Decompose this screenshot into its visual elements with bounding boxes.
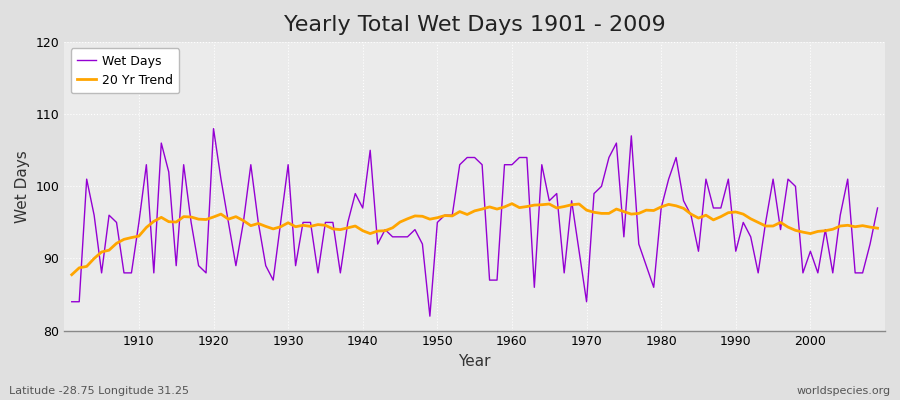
20 Yr Trend (126, 235, 137, 240)
Wet Days (521, 155, 532, 160)
Text: worldspecies.org: worldspecies.org (796, 386, 891, 396)
Line: 20 Yr Trend: 20 Yr Trend (72, 204, 878, 275)
20 Yr Trend (290, 224, 301, 229)
Wet Days (342, 220, 353, 225)
Wet Days (126, 270, 137, 275)
20 Yr Trend (507, 201, 517, 206)
20 Yr Trend (514, 205, 525, 210)
Wet Days (611, 141, 622, 146)
Wet Days (208, 126, 219, 131)
Line: Wet Days: Wet Days (72, 129, 878, 316)
20 Yr Trend (67, 272, 77, 277)
Title: Yearly Total Wet Days 1901 - 2009: Yearly Total Wet Days 1901 - 2009 (284, 15, 665, 35)
Legend: Wet Days, 20 Yr Trend: Wet Days, 20 Yr Trend (70, 48, 179, 93)
Wet Days (514, 155, 525, 160)
20 Yr Trend (335, 227, 346, 232)
Wet Days (425, 314, 436, 318)
Wet Days (67, 299, 77, 304)
Wet Days (872, 206, 883, 210)
X-axis label: Year: Year (458, 354, 491, 369)
Text: Latitude -28.75 Longitude 31.25: Latitude -28.75 Longitude 31.25 (9, 386, 189, 396)
20 Yr Trend (500, 204, 510, 209)
20 Yr Trend (872, 226, 883, 230)
Wet Days (298, 220, 309, 225)
Y-axis label: Wet Days: Wet Days (15, 150, 30, 223)
20 Yr Trend (604, 211, 615, 216)
